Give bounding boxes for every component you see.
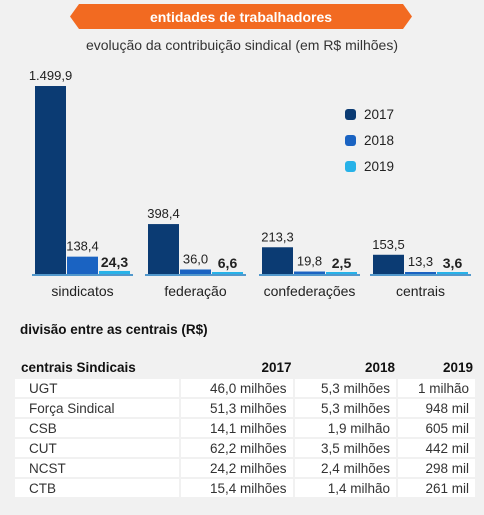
bar-2017	[35, 86, 66, 274]
category-label: centrais	[396, 283, 445, 299]
bar-chart: 1.499,9 138,424,3 sindicatos 398,4 36,0 6,6 fe…	[29, 68, 471, 299]
bar-2019	[326, 272, 357, 274]
bar-2018	[67, 256, 98, 274]
legend-swatch	[345, 109, 356, 120]
table-row: CSB 14,1 milhões 1,9 milhão 605 mil	[15, 417, 475, 438]
column-header: 2018	[293, 357, 398, 379]
banner-title: entidades de trabalhadores	[149, 8, 333, 25]
table-cell: 1,4 milhão	[292, 477, 398, 497]
table-row: CTB 15,4 milhões 1,4 milhão 261 mil	[15, 477, 475, 497]
legend-label: 2018	[364, 133, 394, 148]
bar-2017	[262, 247, 293, 274]
table-cell: 261 mil	[396, 477, 475, 497]
legend-swatch	[345, 161, 356, 172]
table-row: CUT 62,2 milhões 3,5 milhões 442 mil	[15, 437, 475, 458]
category-label: sindicatos	[51, 283, 113, 299]
data-label: 398,4	[147, 206, 180, 221]
bar-2019	[212, 272, 243, 274]
table-cell: 15,4 milhões	[178, 477, 294, 497]
table-cell: 948 mil	[396, 397, 475, 418]
header-banner: entidades de trabalhadores	[70, 4, 412, 29]
table-cell: 14,1 milhões	[178, 417, 294, 438]
column-header: 2019	[397, 357, 475, 379]
data-label: 1.499,9	[29, 68, 72, 83]
table-row: Força Sindical 51,3 milhões 5,3 milhões …	[15, 397, 475, 418]
table-cell: 51,3 milhões	[178, 397, 294, 418]
bar-2019	[99, 270, 130, 274]
table-cell: NCST	[15, 457, 180, 478]
data-label: 153,5	[372, 237, 405, 252]
table-cell: 1 milhão	[396, 377, 475, 398]
table-cell: CSB	[15, 417, 180, 438]
table-cell: 3,5 milhões	[292, 437, 398, 458]
legend-label: 2017	[364, 107, 394, 122]
bar-2017	[373, 254, 404, 274]
data-label: 19,8	[297, 254, 322, 269]
table-cell: CTB	[15, 477, 180, 497]
legend-label: 2019	[364, 159, 394, 174]
table-cell: CUT	[15, 437, 180, 458]
column-header: 2017	[179, 357, 294, 379]
table-cell: 5,3 milhões	[292, 377, 398, 398]
legend-swatch	[345, 135, 356, 146]
table-cell: 5,3 milhões	[292, 397, 398, 418]
table-title: divisão entre as centrais (R$)	[20, 322, 208, 337]
data-label: 6,6	[218, 255, 238, 271]
data-label: 13,3	[408, 254, 433, 269]
data-label: 36,0	[183, 251, 208, 266]
table-cell: 46,0 milhões	[178, 377, 294, 398]
centrais-table: centrais Sindicais 2017 2018 2019 UGT 46…	[15, 357, 475, 497]
data-label: 2,5	[332, 255, 352, 271]
table-cell: Força Sindical	[15, 397, 180, 418]
category-label: confederações	[264, 283, 356, 299]
category-label: federação	[164, 283, 226, 299]
bar-2018	[405, 272, 436, 274]
bar-2017	[148, 224, 179, 274]
chart-subtitle: evolução da contribuição sindical (em R$…	[85, 37, 399, 53]
data-label: 3,6	[443, 255, 463, 271]
table-cell: UGT	[15, 377, 180, 398]
table-row: UGT 46,0 milhões 5,3 milhões 1 milhão	[15, 377, 475, 398]
table-header-row: centrais Sindicais 2017 2018 2019	[15, 357, 475, 379]
table-cell: 62,2 milhões	[178, 437, 294, 458]
data-label: 213,3	[261, 229, 294, 244]
table-cell: 24,2 milhões	[178, 457, 294, 478]
table-row: NCST 24,2 milhões 2,4 milhões 298 mil	[15, 457, 475, 478]
column-header: centrais Sindicais	[15, 357, 180, 379]
bar-2018	[294, 271, 325, 274]
bar-2018	[180, 269, 211, 274]
bar-2019	[437, 272, 468, 274]
data-label: 138,4	[66, 239, 99, 254]
data-label: 24,3	[101, 254, 128, 270]
table-cell: 1,9 milhão	[292, 417, 398, 438]
table-cell: 442 mil	[396, 437, 475, 458]
table-cell: 605 mil	[396, 417, 475, 438]
table-cell: 298 mil	[396, 457, 475, 478]
table-cell: 2,4 milhões	[292, 457, 398, 478]
